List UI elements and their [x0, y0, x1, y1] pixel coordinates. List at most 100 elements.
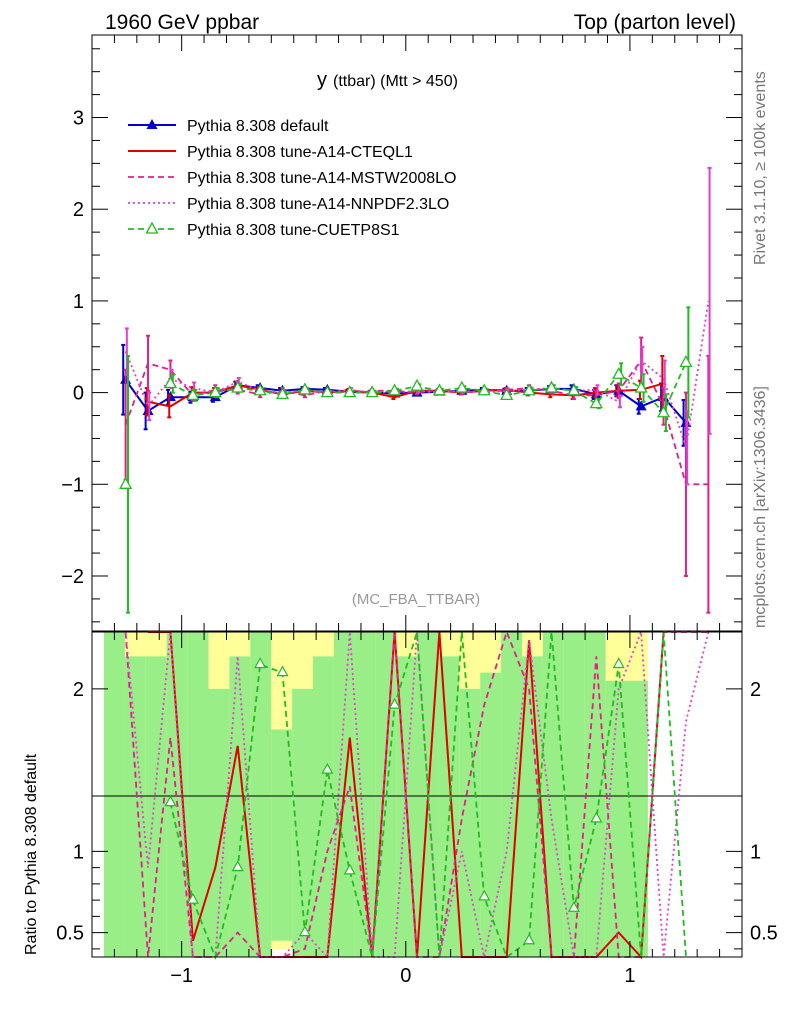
ratio-y-tick-label-right: 2 — [750, 679, 761, 701]
main-series-line — [147, 382, 664, 408]
main-marker — [679, 354, 693, 367]
main-marker — [186, 388, 200, 401]
ratio-uncertainty-bands — [104, 632, 648, 957]
legend-label-4: Pythia 8.308 tune-CUETP8S1 — [187, 222, 400, 239]
main-y-tick-label: 0 — [73, 383, 84, 405]
main-marker — [410, 378, 424, 391]
main-marker — [142, 404, 154, 415]
main-marker — [635, 400, 647, 411]
main-marker — [500, 388, 514, 401]
main-marker — [522, 383, 536, 396]
main-marker — [589, 396, 603, 409]
ratio-band-green — [605, 680, 627, 957]
main-marker — [477, 383, 491, 396]
main-marker — [612, 366, 626, 379]
ratio-marker — [523, 933, 536, 945]
main-series-4 — [119, 306, 693, 614]
main-marker — [231, 380, 245, 393]
ratio-series-2 — [124, 631, 710, 960]
ratio-band-green — [522, 656, 544, 957]
legend-marker — [145, 221, 159, 234]
ratio-y-axis-label: Ratio to Pythia 8.308 default — [23, 753, 40, 955]
main-marker — [455, 380, 469, 393]
ratio-series-line — [169, 631, 687, 960]
ratio-marker — [276, 665, 289, 677]
main-marker — [634, 380, 648, 393]
ratio-y-tick-label: 2 — [73, 679, 84, 701]
ratio-x-tick-label: 1 — [624, 965, 635, 987]
ratio-x-axis: −1 0 1 — [91, 632, 743, 987]
main-y-tick-label: 2 — [73, 199, 84, 221]
ratio-marker — [298, 925, 311, 937]
ratio-marker — [388, 697, 401, 709]
ratio-band-green — [208, 688, 230, 957]
ratio-band-green — [104, 632, 126, 957]
main-marker — [432, 383, 447, 396]
ratio-frame — [91, 631, 743, 958]
main-y-tick-label: 3 — [73, 108, 84, 130]
main-marker — [275, 387, 290, 400]
ratio-marker — [567, 901, 580, 912]
main-series-group — [119, 166, 712, 614]
ratio-y-tick-label: 1 — [73, 841, 84, 863]
main-y-tick-label: −1 — [61, 474, 84, 496]
main-y-axis: −2 −1 0 1 2 3 — [61, 48, 742, 623]
main-y-tick-label: −2 — [61, 566, 84, 588]
ratio-y-axis: 0.5 0.5 1 1 2 2 — [56, 679, 778, 950]
ratio-y-tick-label: 0.5 — [56, 923, 84, 945]
main-marker — [208, 385, 222, 398]
ratio-marker — [612, 657, 625, 669]
watermark: (MC_FBA_TTBAR) — [352, 591, 480, 608]
ratio-marker — [231, 860, 244, 872]
ratio-band-green — [480, 672, 502, 957]
ratio-marker — [478, 889, 491, 901]
ratio-marker — [590, 811, 603, 823]
ratio-y-tick-label-right: 0.5 — [750, 923, 778, 945]
ratio-band-green — [229, 656, 251, 957]
ratio-band-green — [124, 656, 147, 957]
legend-label-1: Pythia 8.308 tune-A14-CTEQL1 — [187, 144, 413, 161]
main-marker — [253, 383, 267, 396]
legend: Pythia 8.308 default Pythia 8.308 tune-A1… — [128, 118, 456, 239]
legend-label-3: Pythia 8.308 tune-A14-NNPDF2.3LO — [187, 196, 449, 213]
legend-label-2: Pythia 8.308 tune-A14-MSTW2008LO — [187, 170, 456, 187]
header-left: 1960 GeV ppbar — [105, 11, 259, 34]
main-frame — [91, 34, 743, 632]
main-y-tick-label: 1 — [73, 291, 84, 313]
main-marker — [119, 476, 133, 489]
legend-marker — [146, 119, 158, 129]
main-marker — [567, 383, 581, 396]
side-label-rivet: Rivet 3.1.10, ≥ 100k events — [752, 71, 769, 265]
main-marker — [656, 405, 671, 418]
ratio-band-green — [292, 688, 314, 957]
plot-title-main: y — [317, 69, 327, 91]
main-marker — [343, 385, 357, 398]
ratio-marker — [321, 762, 334, 774]
main-marker — [163, 376, 178, 389]
main-marker — [320, 385, 334, 398]
main-panel: −2 −1 0 1 2 3 y (ttbar) (Mtt > 450) (MC_FBA_T… — [61, 34, 743, 632]
main-series-line — [169, 361, 687, 415]
ratio-x-tick-label: −1 — [170, 965, 193, 987]
ratio-band-green — [187, 632, 209, 957]
ratio-marker — [254, 657, 267, 669]
plot-title-sub: (ttbar) (Mtt > 450) — [333, 73, 458, 90]
main-x-ticks — [91, 35, 743, 631]
ratio-band-green — [459, 688, 481, 957]
ratio-band-green — [501, 632, 523, 957]
ratio-marker — [164, 795, 177, 807]
main-marker — [544, 380, 559, 393]
ratio-y-tick-label-right: 1 — [750, 841, 761, 863]
ratio-band-green — [354, 632, 377, 957]
ratio-band-green — [166, 632, 189, 957]
main-series-line — [124, 300, 710, 448]
ratio-band-green — [271, 729, 293, 941]
ratio-x-tick-label: 0 — [400, 965, 411, 987]
ratio-band-green — [313, 656, 335, 957]
main-series-line — [124, 379, 687, 424]
ratio-band-green — [542, 632, 565, 957]
main-marker — [298, 382, 312, 395]
legend-label-0: Pythia 8.308 default — [187, 118, 329, 135]
main-series-3 — [124, 166, 712, 486]
